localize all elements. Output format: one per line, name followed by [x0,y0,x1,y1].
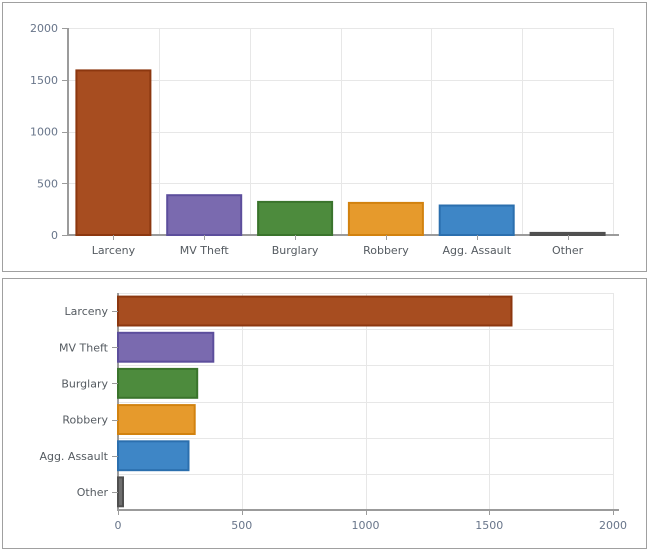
vertical-bar-chart-panel: 0 500 1000 1500 2000 Larceny MV Theft Burglary R… [2,2,647,272]
bar-robbery[interactable] [117,404,196,435]
y-axis-tick-label: 1500 [30,74,58,87]
y-axis-category-label: Other [77,486,109,499]
x-axis-category-label: Larceny [92,244,136,257]
bar-larceny[interactable] [75,69,152,237]
x-axis-tick-label: 1000 [352,519,380,532]
y-axis-tick-label: 500 [37,177,58,190]
horizontal-bar-chart: 0 500 1000 1500 2000 Larceny MV Theft Burglary R… [39,293,627,532]
horizontal-bar-chart-panel: 0 500 1000 1500 2000 Larceny MV Theft Burglary R… [2,278,647,549]
bar-agg-assault[interactable] [438,204,515,236]
bar-mv-theft[interactable] [117,331,215,363]
bar-robbery[interactable] [347,201,424,236]
x-axis-category-label: MV Theft [180,244,230,257]
x-axis-category-label: Other [552,244,584,257]
bar-larceny[interactable] [117,295,513,327]
vertical-bar-chart: 0 500 1000 1500 2000 Larceny MV Theft Burglary R… [30,22,619,257]
bar-other[interactable] [529,231,606,236]
y-axis-tick-label: 1000 [30,126,58,139]
y-axis-tick-label: 2000 [30,22,58,35]
x-axis-tick-label: 2000 [599,519,627,532]
y-axis-category-label: Agg. Assault [39,450,108,463]
y-axis-category-label: Burglary [61,377,108,390]
x-axis-tick-label: 0 [115,519,122,532]
y-axis-category-label: Robbery [62,414,108,427]
y-axis-tick-label: 0 [51,229,58,242]
bar-burglary[interactable] [117,367,199,399]
bar-agg-assault[interactable] [117,440,190,472]
x-axis-category-label: Burglary [272,244,319,257]
bar-other[interactable] [117,476,124,508]
x-axis-tick-label: 500 [231,519,252,532]
x-axis-category-label: Agg. Assault [442,244,511,257]
x-axis-category-label: Robbery [363,244,409,257]
bar-mv-theft[interactable] [166,194,243,236]
y-axis-category-label: MV Theft [59,341,109,354]
x-axis-tick-label: 1500 [475,519,503,532]
bar-burglary[interactable] [257,200,334,236]
y-axis-category-label: Larceny [65,305,109,318]
